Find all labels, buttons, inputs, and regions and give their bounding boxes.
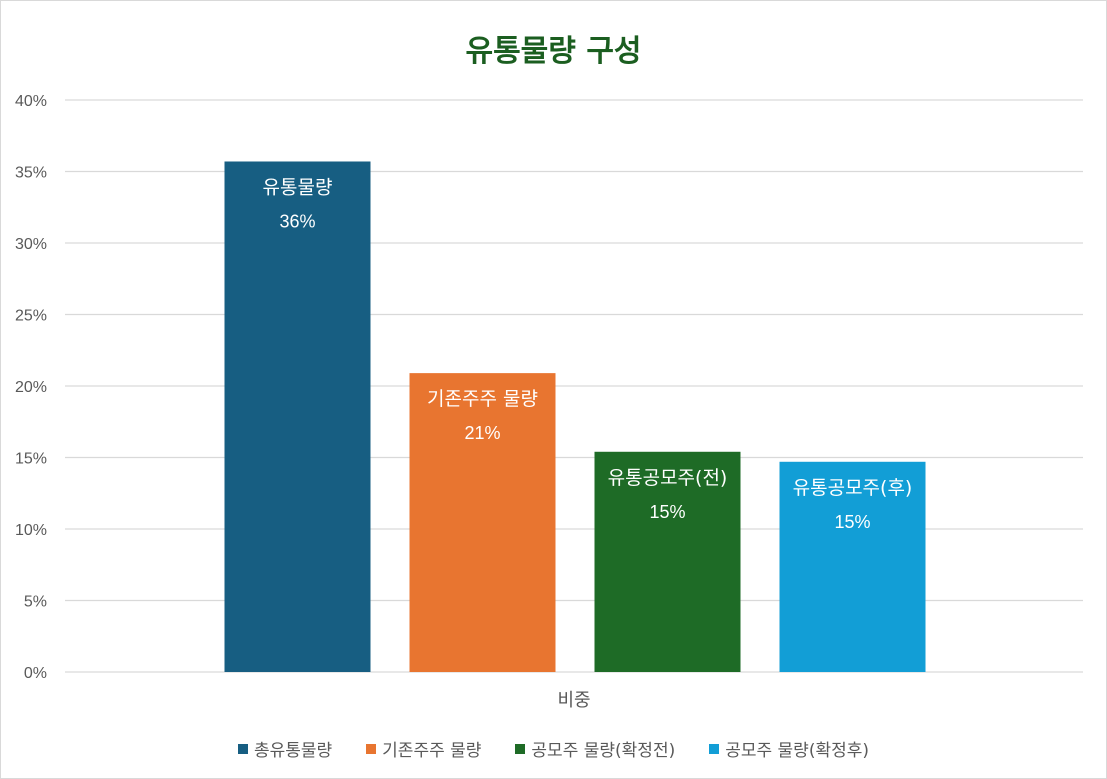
y-tick-label: 40% [15, 93, 47, 110]
bar [224, 161, 371, 673]
legend-swatch [709, 743, 720, 754]
y-tick-label: 15% [15, 451, 47, 468]
chart-title: 유통물량 구성 [465, 34, 642, 69]
data-label-name: 유통공모주(전) [608, 467, 728, 489]
legend-swatch [366, 743, 377, 754]
data-label-name: 유통물량 [263, 176, 333, 198]
y-tick-label: 25% [15, 308, 47, 325]
data-label-value: 36% [279, 211, 315, 231]
legend-label: 기존주주 물량 [382, 741, 482, 761]
legend-item: 총유통물량 [237, 736, 333, 761]
legend-label: 공모주 물량(확정후) [725, 741, 870, 761]
legend-item: 공모주 물량(확정후) [709, 736, 869, 761]
legend-label: 공모주 물량(확정전) [531, 741, 676, 761]
chart-legend: 총유통물량 기존주주 물량 공모주 물량(확정전) 공모주 물량(확정후) [0, 736, 1107, 761]
y-tick-label: 20% [15, 379, 47, 396]
x-category-label: 비중 [557, 690, 590, 711]
data-label-value: 21% [464, 423, 500, 443]
y-tick-label: 5% [24, 594, 47, 611]
bar [594, 451, 741, 672]
bar [779, 461, 926, 672]
y-tick-label: 30% [15, 236, 47, 253]
legend-swatch [237, 743, 248, 754]
legend-label: 총유통물량 [253, 741, 333, 761]
legend-item: 공모주 물량(확정전) [515, 736, 675, 761]
legend-swatch [515, 743, 526, 754]
data-label-value: 15% [649, 502, 685, 522]
y-tick-label: 10% [15, 522, 47, 539]
data-label-value: 15% [834, 512, 870, 532]
bar [409, 373, 556, 672]
y-tick-label: 0% [24, 665, 47, 682]
legend-item: 기존주주 물량 [366, 736, 481, 761]
y-tick-label: 35% [15, 165, 47, 182]
data-label-name: 기존주주 물량 [427, 388, 538, 410]
data-label-name: 유통공모주(후) [793, 477, 913, 499]
